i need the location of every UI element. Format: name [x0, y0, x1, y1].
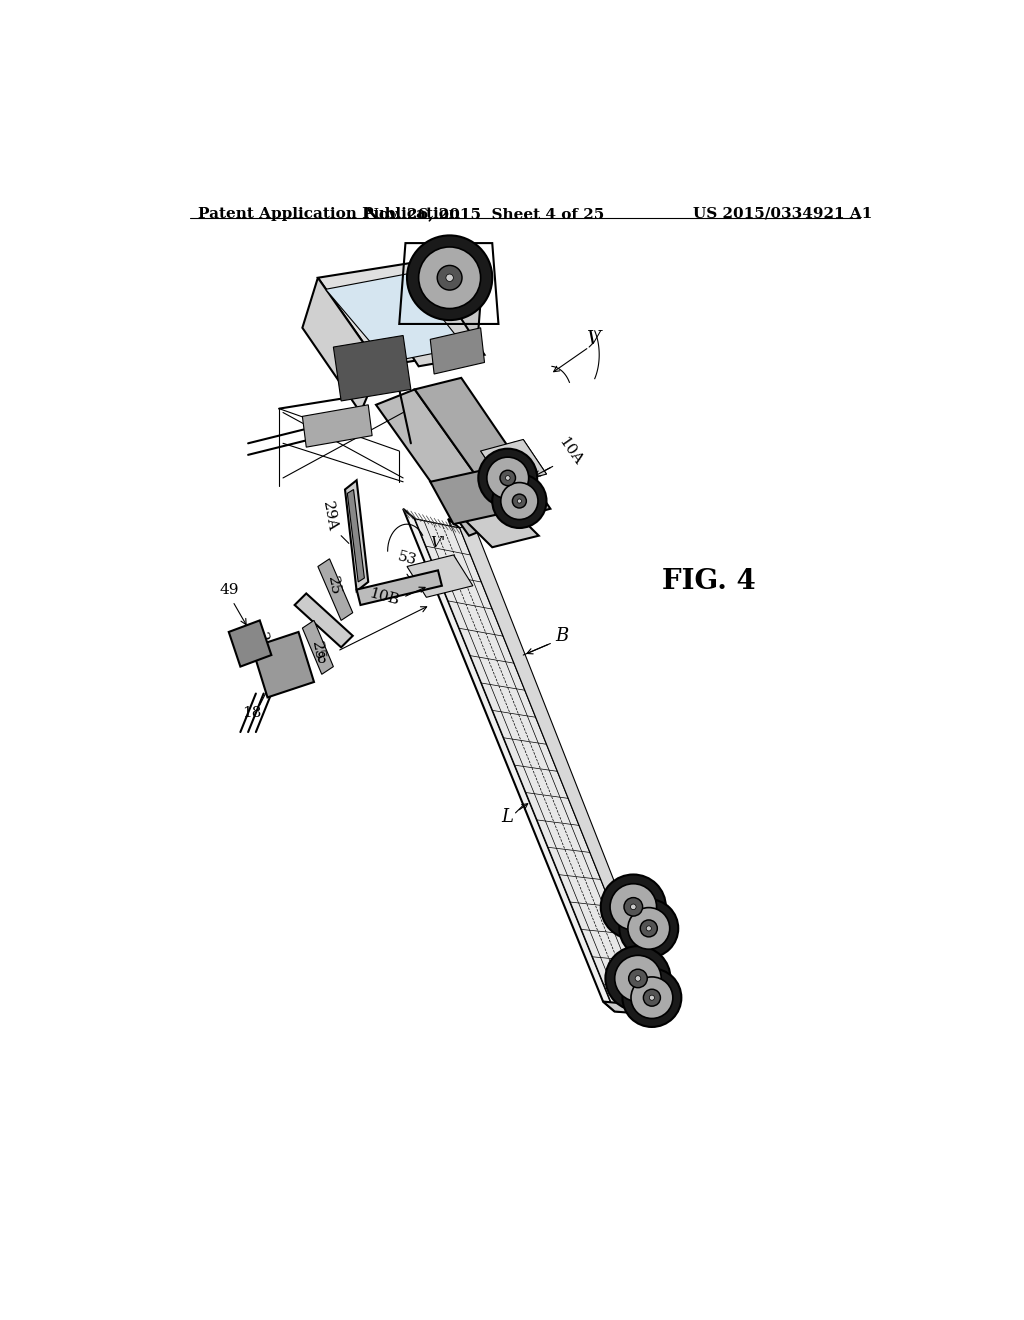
Polygon shape — [302, 277, 380, 412]
Circle shape — [610, 884, 656, 929]
Polygon shape — [345, 480, 369, 591]
Polygon shape — [326, 275, 465, 363]
Circle shape — [419, 247, 480, 309]
Circle shape — [500, 470, 515, 486]
Polygon shape — [384, 301, 484, 367]
Circle shape — [512, 494, 526, 508]
Polygon shape — [317, 263, 477, 367]
Polygon shape — [302, 620, 334, 675]
Text: V': V' — [430, 536, 445, 550]
Text: 25: 25 — [309, 640, 327, 661]
Polygon shape — [252, 632, 314, 697]
Text: 25: 25 — [325, 576, 342, 597]
Text: 10A: 10A — [555, 434, 585, 467]
Text: 8: 8 — [317, 652, 327, 665]
Polygon shape — [415, 378, 550, 520]
Polygon shape — [461, 506, 539, 548]
Text: US 2015/0334921 A1: US 2015/0334921 A1 — [692, 207, 872, 220]
Circle shape — [605, 946, 671, 1011]
Circle shape — [640, 920, 657, 937]
Text: L: L — [502, 808, 514, 826]
Circle shape — [517, 499, 521, 503]
Text: 29B: 29B — [254, 631, 273, 664]
Circle shape — [501, 483, 538, 520]
Circle shape — [506, 475, 510, 480]
Circle shape — [629, 969, 647, 987]
Polygon shape — [347, 490, 365, 582]
Polygon shape — [460, 521, 665, 1015]
Circle shape — [623, 969, 681, 1027]
Circle shape — [643, 989, 660, 1006]
Circle shape — [620, 899, 678, 958]
Polygon shape — [449, 519, 655, 1015]
Polygon shape — [430, 466, 523, 524]
Polygon shape — [356, 570, 442, 605]
Circle shape — [437, 265, 462, 290]
Polygon shape — [403, 508, 614, 1011]
Text: Nov. 26, 2015  Sheet 4 of 25: Nov. 26, 2015 Sheet 4 of 25 — [365, 207, 604, 220]
Polygon shape — [376, 389, 508, 536]
Circle shape — [635, 975, 641, 981]
Text: FIG. 4: FIG. 4 — [663, 569, 756, 595]
Text: 29A: 29A — [319, 500, 339, 533]
Polygon shape — [430, 327, 484, 374]
Circle shape — [631, 904, 636, 909]
Polygon shape — [480, 440, 547, 486]
Polygon shape — [317, 558, 352, 620]
Polygon shape — [415, 519, 655, 1015]
Circle shape — [646, 925, 651, 931]
Text: 53: 53 — [396, 549, 418, 568]
Circle shape — [614, 956, 662, 1002]
Text: 49: 49 — [219, 582, 239, 597]
Polygon shape — [603, 1002, 655, 1015]
Circle shape — [649, 995, 654, 1001]
Polygon shape — [334, 335, 411, 401]
Circle shape — [601, 875, 666, 940]
Circle shape — [631, 977, 673, 1019]
Text: 18: 18 — [243, 706, 262, 719]
Polygon shape — [228, 620, 271, 667]
Polygon shape — [295, 594, 352, 647]
Polygon shape — [407, 554, 473, 598]
Polygon shape — [411, 263, 480, 351]
Circle shape — [486, 457, 528, 499]
Text: B: B — [555, 627, 568, 644]
Text: 10B: 10B — [368, 586, 400, 609]
Circle shape — [445, 275, 454, 281]
Text: Patent Application Publication: Patent Application Publication — [198, 207, 460, 220]
Circle shape — [478, 449, 538, 507]
Polygon shape — [302, 405, 372, 447]
Circle shape — [407, 235, 493, 321]
Circle shape — [624, 898, 643, 916]
Circle shape — [628, 908, 670, 949]
Text: V: V — [586, 330, 600, 348]
Circle shape — [493, 474, 547, 528]
